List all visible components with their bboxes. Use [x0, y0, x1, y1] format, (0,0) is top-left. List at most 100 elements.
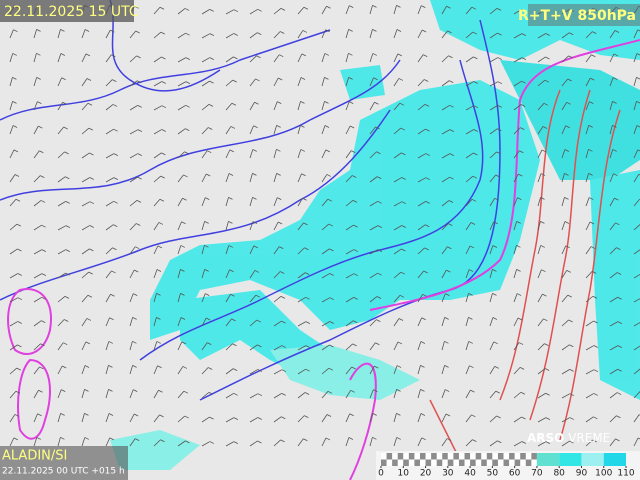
barb-flag [84, 388, 89, 392]
barb [417, 365, 421, 375]
checker [531, 459, 537, 466]
barb [633, 29, 639, 39]
barb [153, 56, 162, 63]
barb [585, 197, 590, 207]
barb-flag [420, 364, 425, 368]
barb [249, 319, 258, 327]
barb [249, 393, 259, 399]
barb [369, 365, 375, 375]
barb [177, 440, 186, 447]
barb-flag [326, 414, 332, 417]
barb-flag [496, 415, 501, 419]
barb-flag [209, 416, 214, 420]
checker [381, 453, 387, 460]
barb [609, 345, 619, 351]
barb-flag [209, 57, 215, 60]
checker [509, 459, 515, 466]
barb [9, 174, 16, 183]
barb-flag [328, 223, 333, 227]
barb [369, 413, 374, 423]
barb [489, 366, 496, 375]
barb-flag [137, 129, 143, 133]
barb [33, 413, 38, 423]
barb [489, 269, 493, 279]
barb-flag [254, 101, 259, 105]
barb-flag [180, 292, 185, 296]
barb-flag [521, 441, 526, 444]
barb [57, 151, 65, 159]
barb-flag [208, 367, 213, 370]
barb [537, 392, 546, 399]
barb-flag [277, 197, 282, 200]
barb [57, 437, 61, 447]
barb-flag [473, 81, 478, 84]
barb [321, 223, 330, 231]
barb-flag [445, 413, 451, 417]
barb-flag [185, 440, 190, 444]
barb-flag [36, 29, 41, 32]
barb [9, 149, 15, 159]
scale-segment [536, 453, 560, 466]
barb [105, 247, 113, 255]
barb-flag [89, 201, 95, 205]
barb [33, 101, 38, 111]
barb-flag [41, 224, 46, 228]
barb [273, 246, 280, 255]
barb-flag [377, 176, 382, 179]
barb-flag [12, 101, 17, 104]
barb [297, 368, 306, 375]
barb-flag [564, 149, 570, 152]
barb [465, 199, 473, 207]
barb [441, 389, 446, 399]
barb-flag [449, 104, 454, 108]
barb-flag [516, 244, 521, 248]
barb-flag [88, 127, 94, 131]
barb [321, 174, 328, 183]
barb [609, 438, 616, 447]
barb [225, 79, 234, 87]
barb-flag [12, 125, 18, 128]
barb-flag [444, 340, 449, 344]
scale-label: 110 [617, 469, 634, 479]
barb [129, 153, 139, 159]
barb-flag [257, 393, 263, 397]
barb [225, 269, 230, 279]
barb [177, 151, 185, 159]
checker [386, 459, 393, 466]
barb-flag [137, 104, 142, 108]
barb [249, 32, 258, 39]
barb-flag [255, 78, 260, 82]
barb [561, 245, 567, 255]
barb [129, 413, 135, 423]
barb [249, 245, 255, 255]
barb [465, 6, 473, 15]
barb [81, 341, 87, 351]
color-scale: 0 10 20 30 40 50 60 70 80 90 100 110 [376, 451, 640, 480]
barb-flag [230, 293, 235, 297]
barb [81, 177, 90, 183]
checker [475, 459, 482, 466]
barb [9, 125, 14, 135]
barb-flag [160, 175, 165, 179]
barb-flag [521, 80, 526, 84]
barb [489, 415, 497, 423]
barb [81, 271, 90, 279]
barb-flag [135, 30, 140, 34]
barb-flag [445, 293, 450, 297]
barb-flag [521, 8, 526, 12]
barb-flag [113, 153, 119, 156]
barb-flag [425, 224, 430, 228]
barb-flag [329, 344, 334, 348]
barb [345, 77, 350, 87]
barb [609, 415, 617, 423]
barb [201, 197, 206, 207]
barb-flag [516, 221, 521, 224]
scale-label: 50 [487, 469, 499, 479]
barb [417, 317, 423, 327]
barb-flag [497, 105, 502, 108]
barb-flag [397, 53, 403, 57]
barb [105, 177, 115, 183]
barb-flag [208, 127, 213, 130]
barb-flag [449, 80, 454, 83]
barb-flag [326, 5, 331, 9]
